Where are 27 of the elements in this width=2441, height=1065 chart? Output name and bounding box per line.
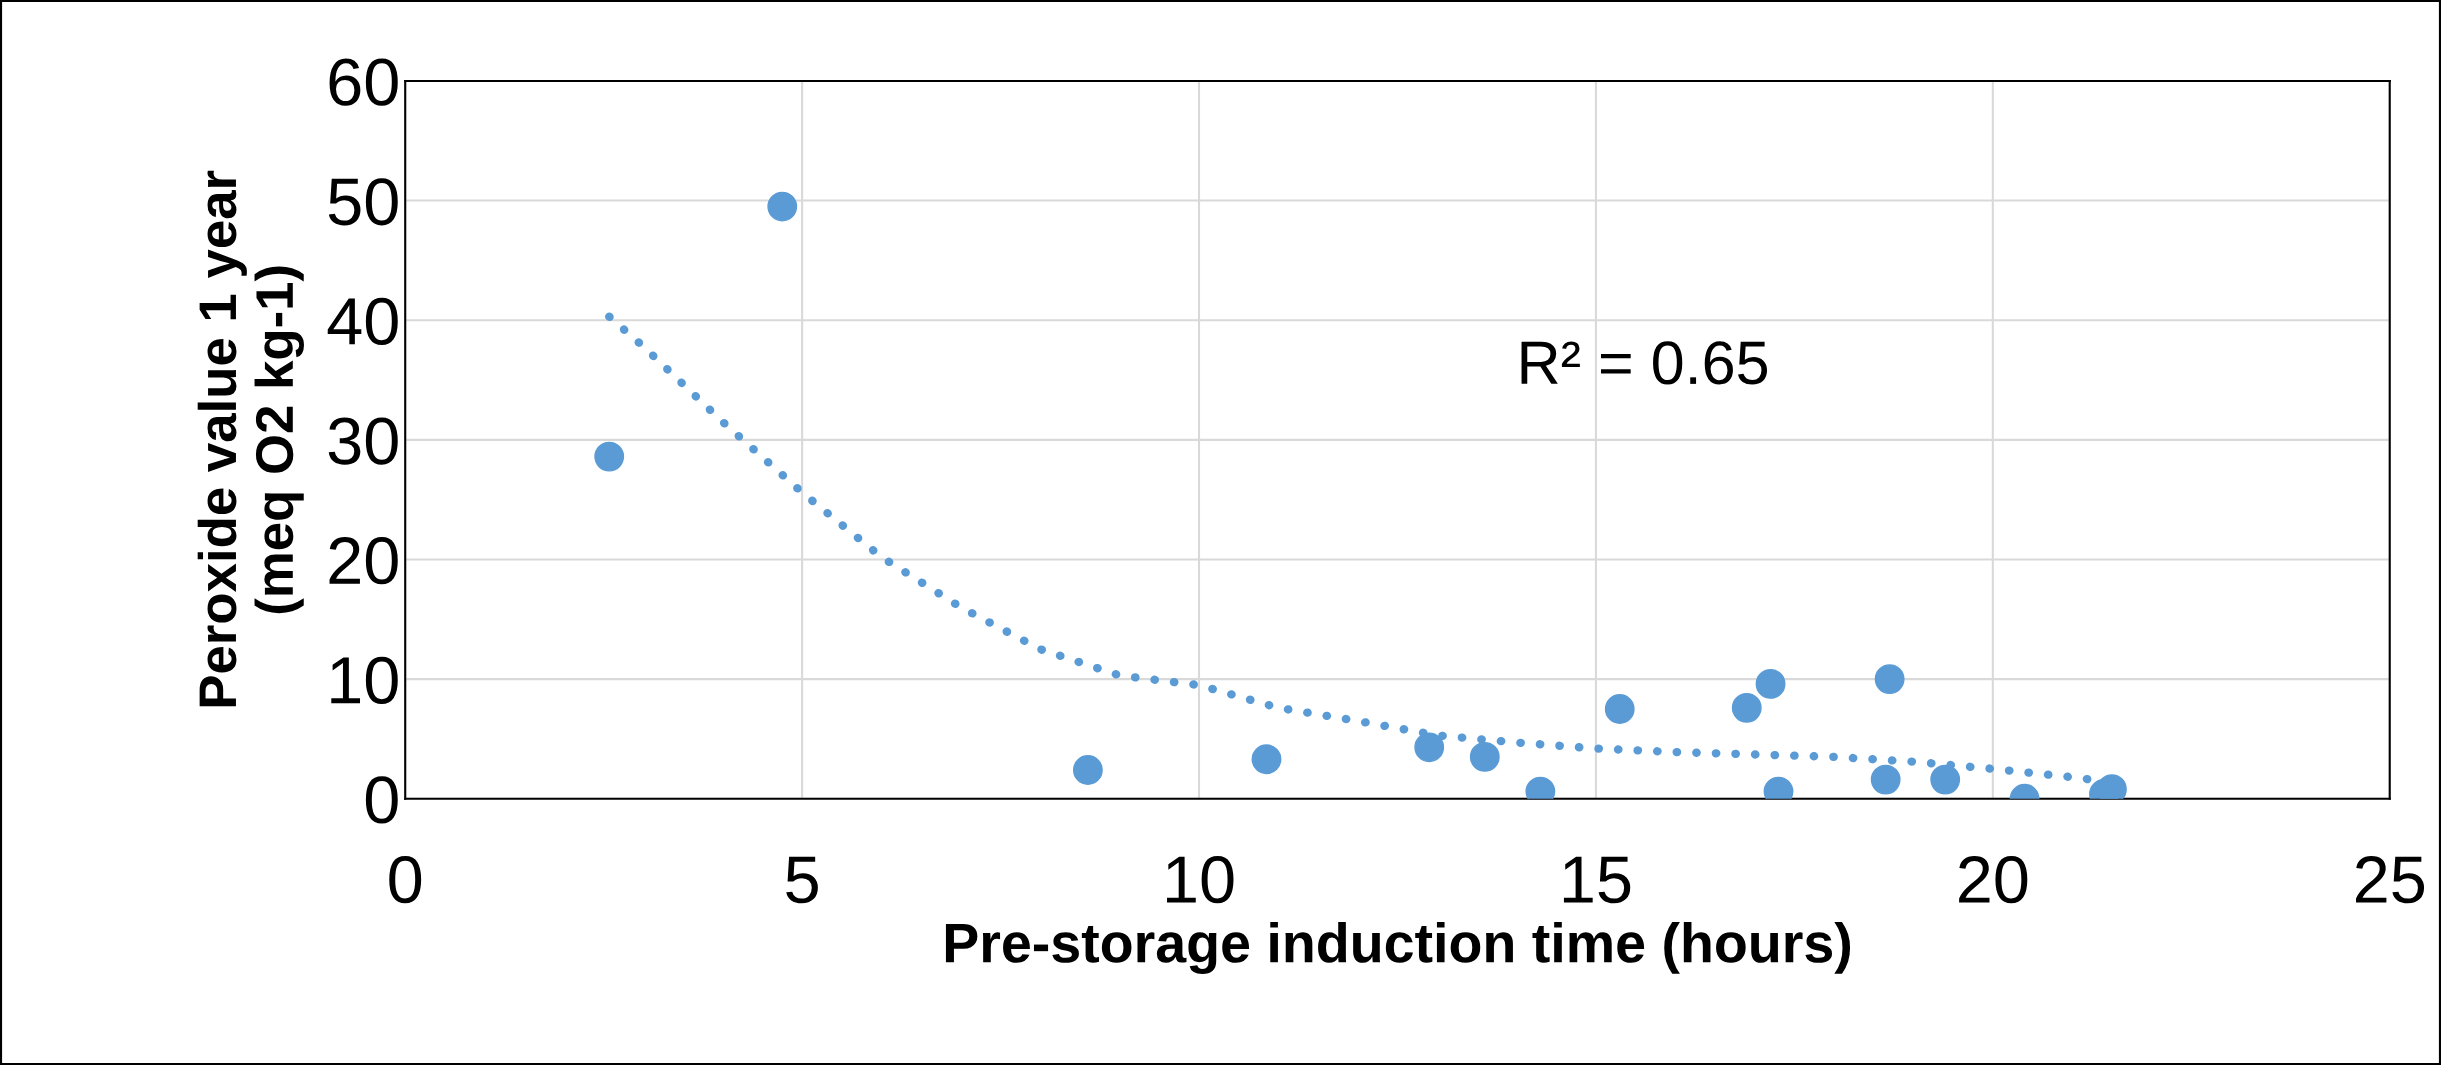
- point: [1755, 668, 1786, 699]
- point: [1930, 764, 1961, 795]
- y-tick-label: 0: [365, 776, 398, 824]
- y-tick-label: 40: [327, 297, 398, 346]
- x-tick-label: 20: [1959, 856, 2028, 904]
- y-tick-label: 30: [328, 417, 398, 465]
- y-tick-label: 20: [329, 537, 398, 585]
- point: [767, 191, 798, 222]
- point: [1251, 744, 1282, 775]
- x-tick-label: 25: [2356, 856, 2425, 904]
- point: [1874, 664, 1905, 695]
- y-tick-label: 50: [328, 178, 398, 226]
- point: [594, 441, 625, 472]
- point: [1469, 741, 1500, 772]
- point: [1870, 764, 1901, 795]
- x-tick-label: 15: [1563, 856, 1631, 904]
- x-tick-label: 5: [786, 856, 818, 904]
- point: [1072, 755, 1103, 785]
- x-axis-title: Pre-storage induction time (hours): [945, 922, 1851, 975]
- x-tick-label: 10: [1167, 856, 1234, 904]
- annotation: R² = 0.65: [1521, 341, 1768, 385]
- point: [1731, 692, 1762, 723]
- point: [1414, 732, 1445, 763]
- point: [1604, 694, 1635, 724]
- y-axis-title: Peroxide value 1 year (meq O2 kg-1): [197, 170, 304, 707]
- y-tick-label: 10: [331, 656, 398, 704]
- y-tick-label: 60: [329, 58, 398, 106]
